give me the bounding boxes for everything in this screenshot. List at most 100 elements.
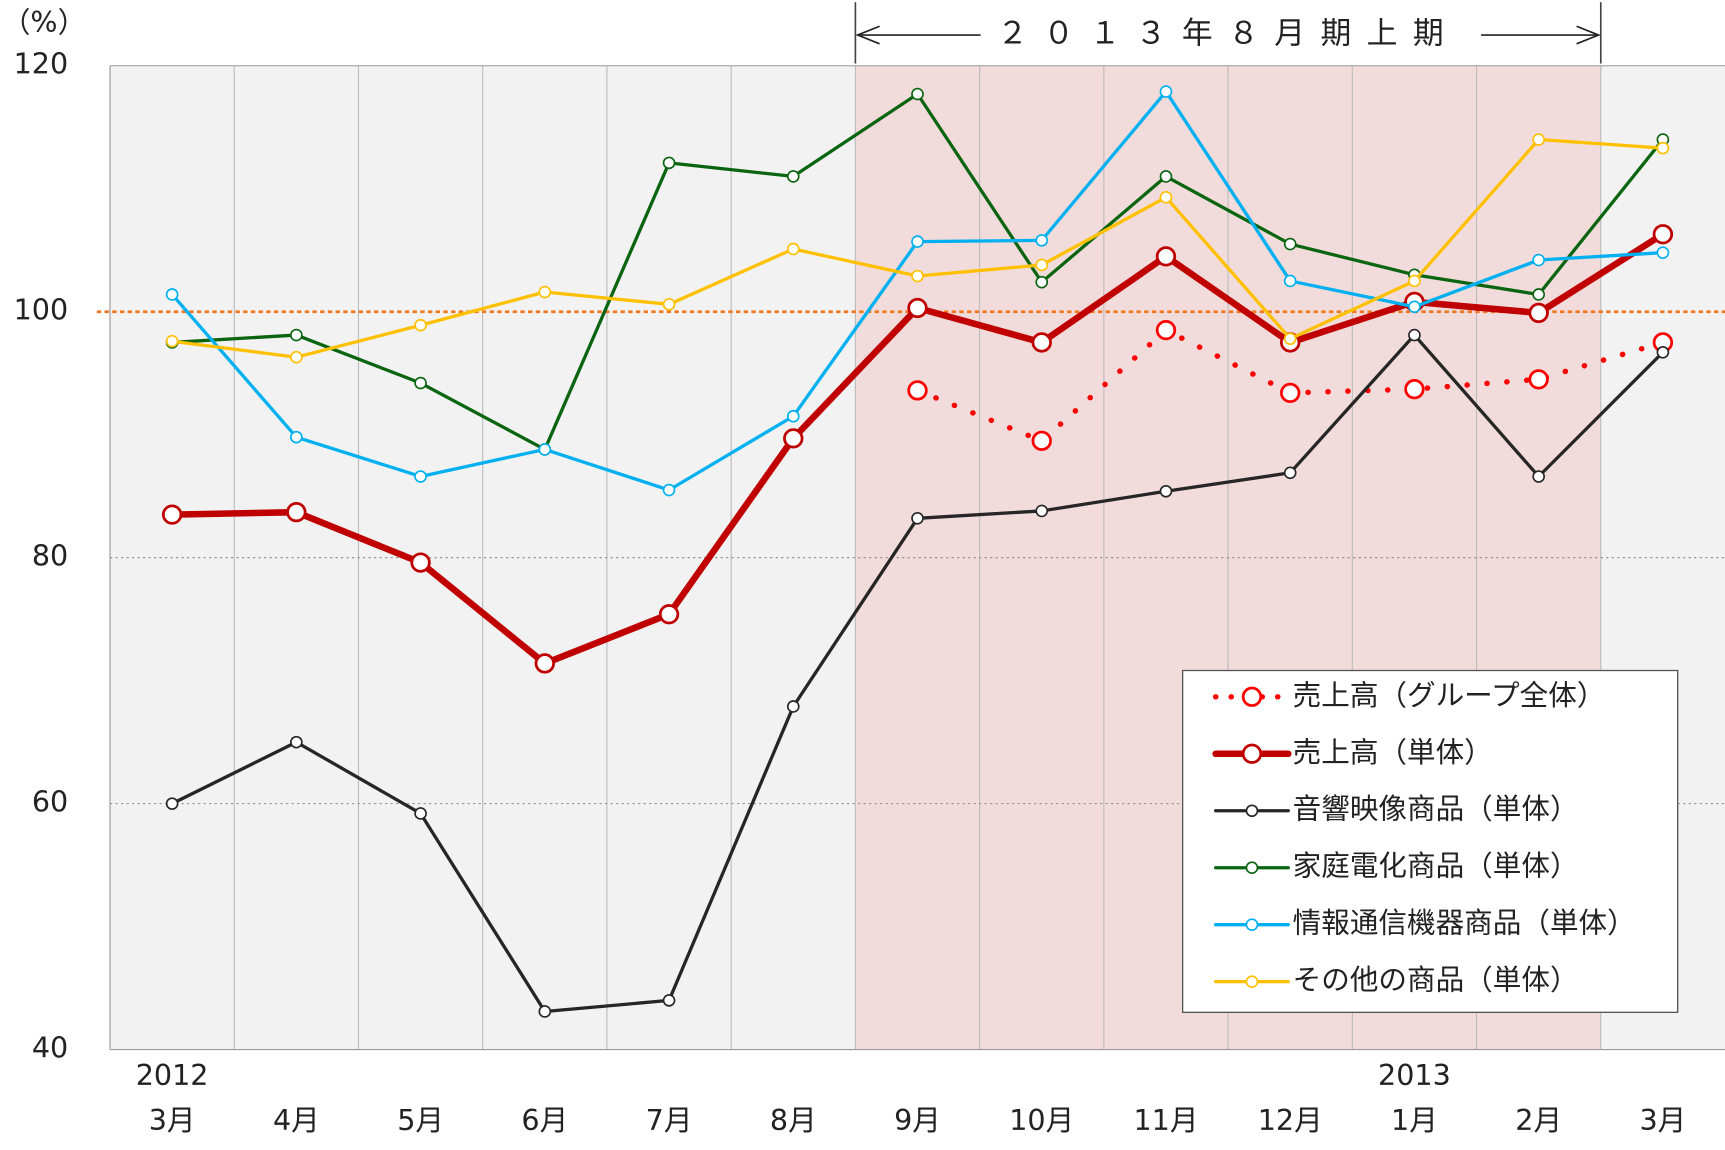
legend-marker <box>1245 975 1259 988</box>
data-point <box>414 318 427 332</box>
y-tick-label: 120 <box>14 48 69 81</box>
data-point <box>1283 237 1297 251</box>
data-point <box>783 428 804 449</box>
data-point <box>538 443 552 456</box>
legend-marker <box>1241 686 1263 707</box>
x-tick-label: 4月 <box>273 1104 320 1137</box>
data-point <box>658 604 680 625</box>
data-point <box>1532 133 1545 146</box>
data-point <box>414 807 427 820</box>
data-point <box>161 504 183 525</box>
data-point <box>1404 379 1425 400</box>
data-point <box>1159 85 1173 98</box>
data-point <box>1408 328 1421 342</box>
data-point <box>1035 258 1049 272</box>
data-point <box>290 350 303 364</box>
legend-label: 売上高（単体） <box>1293 736 1493 769</box>
x-tick-label: 1月 <box>1391 1104 1438 1137</box>
data-point <box>662 483 676 497</box>
data-point <box>290 430 303 444</box>
legend-marker <box>1245 804 1259 818</box>
data-point <box>1532 288 1545 301</box>
y-tick-label: 100 <box>14 294 69 327</box>
x-tick-label: 6月 <box>521 1104 568 1137</box>
data-point <box>911 235 924 248</box>
x-tick-label: 2月 <box>1515 1104 1562 1137</box>
data-point <box>786 700 800 713</box>
data-point <box>1532 253 1545 267</box>
x-tick-label: 10月 <box>1009 1104 1074 1137</box>
data-point <box>911 512 924 525</box>
data-point <box>1155 320 1177 341</box>
data-point <box>786 242 800 256</box>
x-tick-label: 11月 <box>1133 1104 1198 1137</box>
data-point <box>165 288 179 301</box>
data-point <box>662 156 676 170</box>
data-point <box>286 502 307 523</box>
x-tick-label: 3月 <box>149 1104 196 1137</box>
annotation-arrowhead <box>1576 25 1601 45</box>
x-tick-label: 3月 <box>1639 1104 1686 1137</box>
data-point <box>414 470 427 483</box>
data-point <box>1280 382 1301 404</box>
data-point <box>165 334 179 348</box>
data-point <box>1652 224 1674 245</box>
data-point <box>786 170 800 183</box>
legend-marker <box>1245 861 1259 875</box>
y-tick-label: 40 <box>32 1032 68 1065</box>
data-point <box>414 376 427 390</box>
x-tick-label: 12月 <box>1258 1104 1323 1137</box>
data-point <box>662 994 676 1007</box>
legend-label: 音響映像商品（単体） <box>1293 793 1579 826</box>
data-point <box>290 328 303 342</box>
data-point <box>534 653 555 674</box>
legend-label: その他の商品（単体） <box>1293 964 1579 997</box>
legend-label: 売上高（グループ全体） <box>1293 679 1606 712</box>
data-point <box>1656 345 1670 359</box>
data-point <box>410 552 431 573</box>
y-tick-label: 60 <box>32 786 68 819</box>
legend-label: 家庭電化商品（単体） <box>1293 850 1579 883</box>
legend-marker <box>1241 743 1263 764</box>
unit-label: （%） <box>2 6 86 39</box>
data-point <box>290 735 303 749</box>
data-point <box>1408 300 1421 314</box>
data-point <box>907 297 928 319</box>
data-point <box>1031 332 1052 353</box>
data-point <box>1528 369 1549 390</box>
data-point <box>911 269 924 283</box>
x-tick-label: 9月 <box>894 1104 941 1137</box>
data-point <box>1159 170 1173 183</box>
data-point <box>1155 246 1177 267</box>
x-tick-label: 7月 <box>646 1104 693 1137</box>
data-point <box>786 409 800 423</box>
annotation: ２０１３年８月期上期 <box>997 16 1459 52</box>
year-label: 2012 <box>136 1059 209 1092</box>
y-tick-label: 80 <box>32 540 68 573</box>
data-point <box>1035 275 1049 289</box>
year-label: 2013 <box>1378 1059 1451 1092</box>
legend-box <box>1181 669 1679 1013</box>
legend-marker <box>1245 918 1259 931</box>
data-point <box>1035 504 1049 518</box>
data-point <box>1656 141 1670 155</box>
data-point <box>1408 274 1421 288</box>
data-point <box>1031 430 1052 451</box>
data-point <box>907 380 928 401</box>
data-point <box>1283 466 1297 480</box>
data-point <box>1159 484 1173 498</box>
data-point <box>1035 234 1049 247</box>
legend-label: 情報通信機器商品（単体） <box>1293 907 1636 940</box>
data-point <box>538 285 552 299</box>
annotation-arrowhead <box>855 25 880 45</box>
data-point <box>662 298 676 311</box>
data-point <box>165 797 179 810</box>
data-point <box>1283 274 1297 288</box>
data-point <box>1532 470 1545 483</box>
data-point <box>538 1005 552 1018</box>
data-point <box>1159 191 1173 204</box>
x-tick-label: 8月 <box>770 1104 817 1137</box>
x-tick-label: 5月 <box>397 1104 444 1137</box>
data-point <box>1283 332 1297 346</box>
